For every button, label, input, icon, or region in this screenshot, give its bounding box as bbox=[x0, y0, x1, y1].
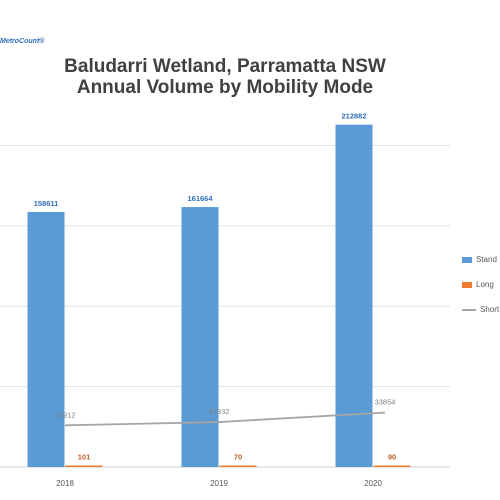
data-label-long: 101 bbox=[78, 453, 91, 462]
bar-long bbox=[65, 465, 103, 467]
legend-item-long[interactable]: Long bbox=[462, 280, 494, 289]
brand-logo-text: MetroCount® bbox=[0, 38, 45, 45]
legend-swatch-long bbox=[462, 281, 472, 288]
x-tick-label: 2019 bbox=[210, 479, 228, 488]
chart-title-line-1: Baludarri Wetland, Parramatta NSW bbox=[64, 56, 386, 77]
legend-item-stand[interactable]: Stand bbox=[462, 255, 497, 264]
chart-title-line-2: Annual Volume by Mobility Mode bbox=[76, 77, 374, 98]
data-label-stand: 158611 bbox=[34, 199, 59, 208]
legend-swatch-stand bbox=[462, 256, 472, 263]
data-label-short: 25912 bbox=[55, 410, 76, 419]
data-label-stand: 161664 bbox=[187, 194, 213, 203]
legend-swatch-short bbox=[462, 309, 476, 311]
legend-label-stand: Stand bbox=[476, 255, 497, 264]
series-line-short bbox=[64, 411, 386, 427]
x-tick-label: 2018 bbox=[56, 479, 74, 488]
data-label-short: 33854 bbox=[375, 398, 396, 407]
x-tick-label: 2020 bbox=[364, 479, 382, 488]
bar-long bbox=[219, 465, 257, 467]
data-label-long: 90 bbox=[388, 453, 396, 462]
chart-title: Baludarri Wetland, Parramatta NSW Annual… bbox=[0, 56, 450, 98]
legend-label-long: Long bbox=[476, 280, 494, 289]
bar-stand bbox=[181, 207, 219, 467]
bar-long bbox=[373, 465, 411, 467]
data-label-short: 27932 bbox=[209, 407, 230, 416]
data-label-stand: 212882 bbox=[341, 112, 366, 121]
bar-stand bbox=[27, 211, 65, 467]
legend-item-short[interactable]: Short bbox=[462, 305, 499, 314]
bar-stand bbox=[335, 124, 373, 468]
data-label-long: 70 bbox=[234, 453, 242, 462]
legend-label-short: Short bbox=[480, 305, 500, 314]
